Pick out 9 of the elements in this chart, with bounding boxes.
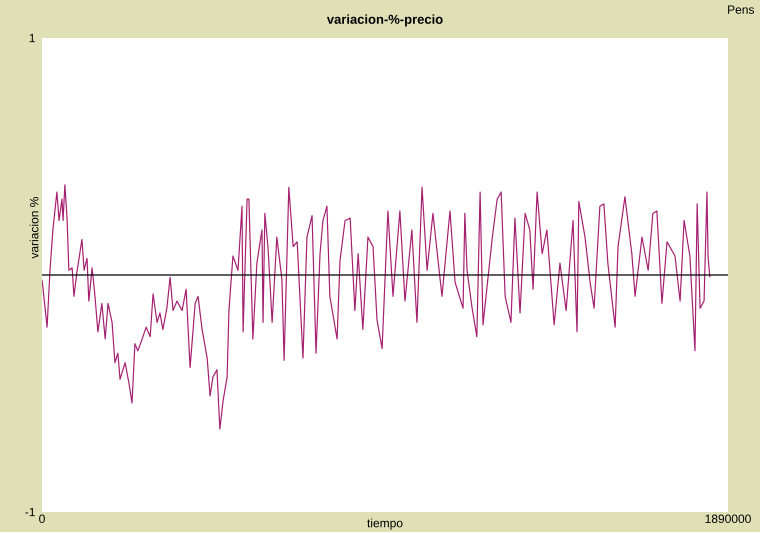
x-tick-label: 1890000: [706, 514, 751, 523]
text: Pens: [728, 6, 754, 14]
y-tick-label: -1: [25, 508, 35, 516]
y-axis-title: variacion %: [30, 197, 38, 259]
x-axis-title: tiempo: [367, 518, 402, 530]
line-series: [42, 184, 710, 430]
x-tick-label: 0: [39, 514, 45, 523]
chart-title: variacion-%-precio: [326, 14, 443, 26]
y-tick-label: 1: [30, 34, 35, 42]
